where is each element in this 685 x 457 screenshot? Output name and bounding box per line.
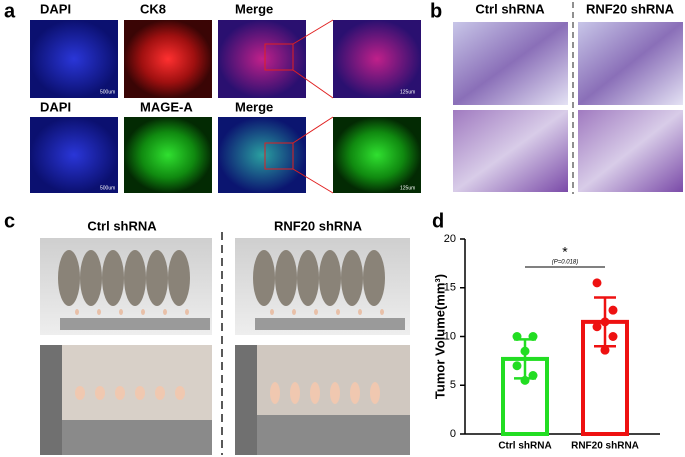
data-point: [608, 332, 618, 341]
tumor: [310, 382, 320, 404]
image-label: Merge: [235, 99, 273, 114]
tumor: [141, 309, 145, 315]
tumor: [163, 309, 167, 315]
data-point: [592, 322, 602, 332]
histology-images: [453, 2, 683, 194]
mouse: [58, 250, 80, 306]
data-point: [592, 278, 602, 288]
tumor: [185, 309, 189, 315]
column-label: Ctrl shRNA: [87, 218, 157, 233]
data-point: [608, 305, 618, 315]
panel-label: b: [430, 0, 442, 22]
scale-bar-label: 500um: [100, 89, 115, 95]
tumor: [175, 386, 185, 400]
scale-bar-label: 500um: [100, 185, 115, 191]
p-value: (P=0.018): [552, 260, 579, 266]
scale-bar-label: 125um: [400, 89, 415, 95]
tumor: [75, 386, 85, 400]
tumor: [314, 309, 318, 315]
tumor: [380, 309, 384, 315]
image-label: MAGE-A: [140, 99, 193, 114]
x-tick-label: RNF20 shRNA: [571, 441, 639, 452]
mouse: [253, 250, 275, 306]
tumor: [330, 382, 340, 404]
mouse: [124, 250, 146, 306]
tumor: [155, 386, 165, 400]
tumor: [270, 309, 274, 315]
tumor: [270, 382, 280, 404]
image-label: Merge: [235, 1, 273, 16]
mouse: [168, 250, 190, 306]
tumor: [119, 309, 123, 315]
y-tick-label: 15: [444, 282, 456, 294]
fluorescence-images: [30, 19, 421, 194]
column-label: RNF20 shRNA: [586, 1, 675, 16]
image-label: DAPI: [40, 99, 71, 114]
y-tick-label: 10: [444, 330, 456, 342]
data-point: [512, 361, 522, 371]
x-tick-label: Ctrl shRNA: [498, 441, 551, 452]
data-point: [600, 345, 610, 355]
data-point: [600, 317, 610, 327]
column-label: Ctrl shRNA: [475, 1, 545, 16]
mouse: [275, 250, 297, 306]
tumor: [358, 309, 362, 315]
mouse: [297, 250, 319, 306]
y-tick-label: 0: [450, 428, 456, 440]
tumor: [75, 309, 79, 315]
y-tick-label: 5: [450, 379, 456, 391]
mouse: [102, 250, 124, 306]
data-point: [520, 375, 530, 385]
scale-bar-label: 125um: [400, 185, 415, 191]
tumor: [292, 309, 296, 315]
tumor: [95, 386, 105, 400]
mouse: [319, 250, 341, 306]
tumor: [370, 382, 380, 404]
panel-label: d: [432, 210, 444, 232]
y-tick-label: 20: [444, 233, 456, 245]
mouse: [80, 250, 102, 306]
data-point: [528, 332, 538, 341]
mouse: [363, 250, 385, 306]
tumor: [290, 382, 300, 404]
column-label: RNF20 shRNA: [274, 218, 363, 233]
data-point: [512, 332, 522, 341]
panel-label: c: [4, 210, 15, 232]
data-point: [520, 346, 530, 356]
image-label: DAPI: [40, 1, 71, 16]
tumor: [135, 386, 145, 400]
tumor: [336, 309, 340, 315]
significance-mark: *: [562, 244, 568, 260]
data-point: [528, 371, 538, 380]
y-axis-label: Tumor Volume(mm³): [432, 274, 447, 399]
mouse: [146, 250, 168, 306]
tumor: [115, 386, 125, 400]
panel-label: a: [4, 0, 16, 22]
image-label: CK8: [140, 1, 166, 16]
tumor: [350, 382, 360, 404]
tumor: [97, 309, 101, 315]
mouse: [341, 250, 363, 306]
